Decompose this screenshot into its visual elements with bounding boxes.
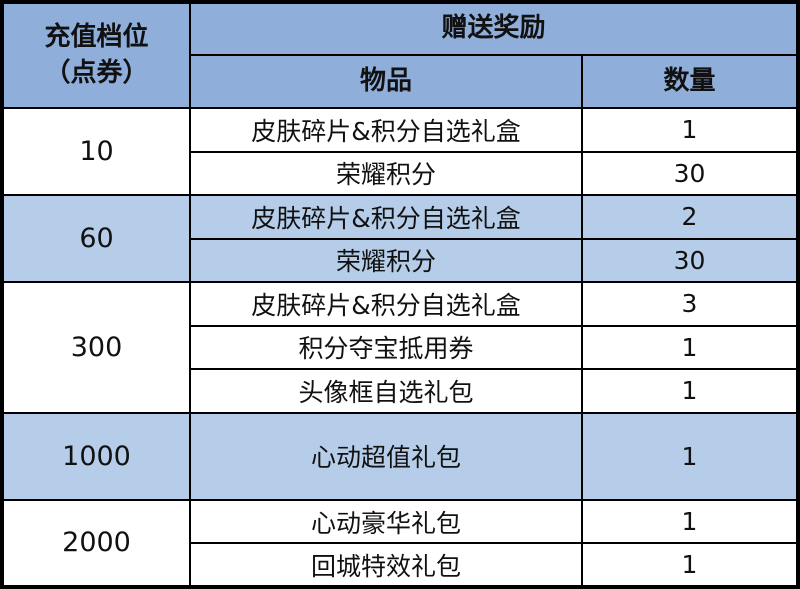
reward-row: 2000 心动豪华礼包 1 (1, 498, 800, 589)
item-column-header: 物品 (189, 54, 583, 109)
qty-cell: 1 (580, 542, 800, 588)
item-cell: 积分夺宝抵用券 (189, 324, 583, 371)
rewards-column-header: 赠送奖励 (188, 1, 800, 56)
reward-row: 荣耀积分 30 (2, 237, 800, 284)
item-cell: 皮肤碎片&积分自选礼盒 (189, 194, 583, 240)
item-cell: 心动超值礼包 (189, 411, 583, 501)
qty-cell: 3 (580, 281, 800, 327)
qty-cell: 2 (580, 194, 800, 240)
qty-cell: 30 (580, 237, 800, 284)
item-cell: 皮肤碎片&积分自选礼盒 (189, 107, 583, 153)
reward-row: 300 皮肤碎片&积分自选礼盒 3 (1, 281, 800, 414)
item-cell: 心动豪华礼包 (189, 498, 583, 545)
tier-cell-2000: 2000 (1, 498, 191, 589)
qty-cell: 1 (580, 368, 800, 414)
header-row-sub: 物品 数量 (2, 54, 800, 109)
qty-cell: 1 (580, 411, 800, 501)
reward-row: 头像框自选礼包 1 (2, 368, 800, 414)
reward-row: 积分夺宝抵用券 1 (2, 324, 800, 371)
tier-column-header: 充值档位 （点券） (1, 1, 191, 109)
header-row-main: 充值档位 （点券） 赠送奖励 (1, 1, 800, 109)
item-cell: 回城特效礼包 (189, 542, 583, 588)
tier-cell-10: 10 (1, 106, 191, 197)
tier-cell-60: 60 (1, 194, 191, 284)
reward-row: 60 皮肤碎片&积分自选礼盒 2 (1, 194, 800, 284)
tier-header-line1: 充值档位 (44, 22, 149, 53)
tier-header-line2: （点券） (44, 57, 149, 88)
qty-cell: 1 (580, 107, 800, 153)
item-cell: 头像框自选礼包 (189, 368, 583, 414)
reward-row: 回城特效礼包 1 (2, 542, 800, 588)
qty-cell: 30 (580, 150, 800, 197)
tier-cell-1000: 1000 (1, 411, 191, 501)
qty-column-header: 数量 (580, 54, 800, 109)
reward-row: 1000 心动超值礼包 1 (1, 411, 800, 501)
item-cell: 荣耀积分 (189, 150, 583, 197)
tier-cell-300: 300 (1, 281, 191, 414)
item-cell: 荣耀积分 (189, 237, 583, 284)
qty-cell: 1 (580, 498, 800, 545)
reward-row: 荣耀积分 30 (2, 150, 800, 197)
item-cell: 皮肤碎片&积分自选礼盒 (189, 281, 583, 327)
qty-cell: 1 (580, 324, 800, 371)
reward-row: 10 皮肤碎片&积分自选礼盒 1 (1, 106, 800, 197)
